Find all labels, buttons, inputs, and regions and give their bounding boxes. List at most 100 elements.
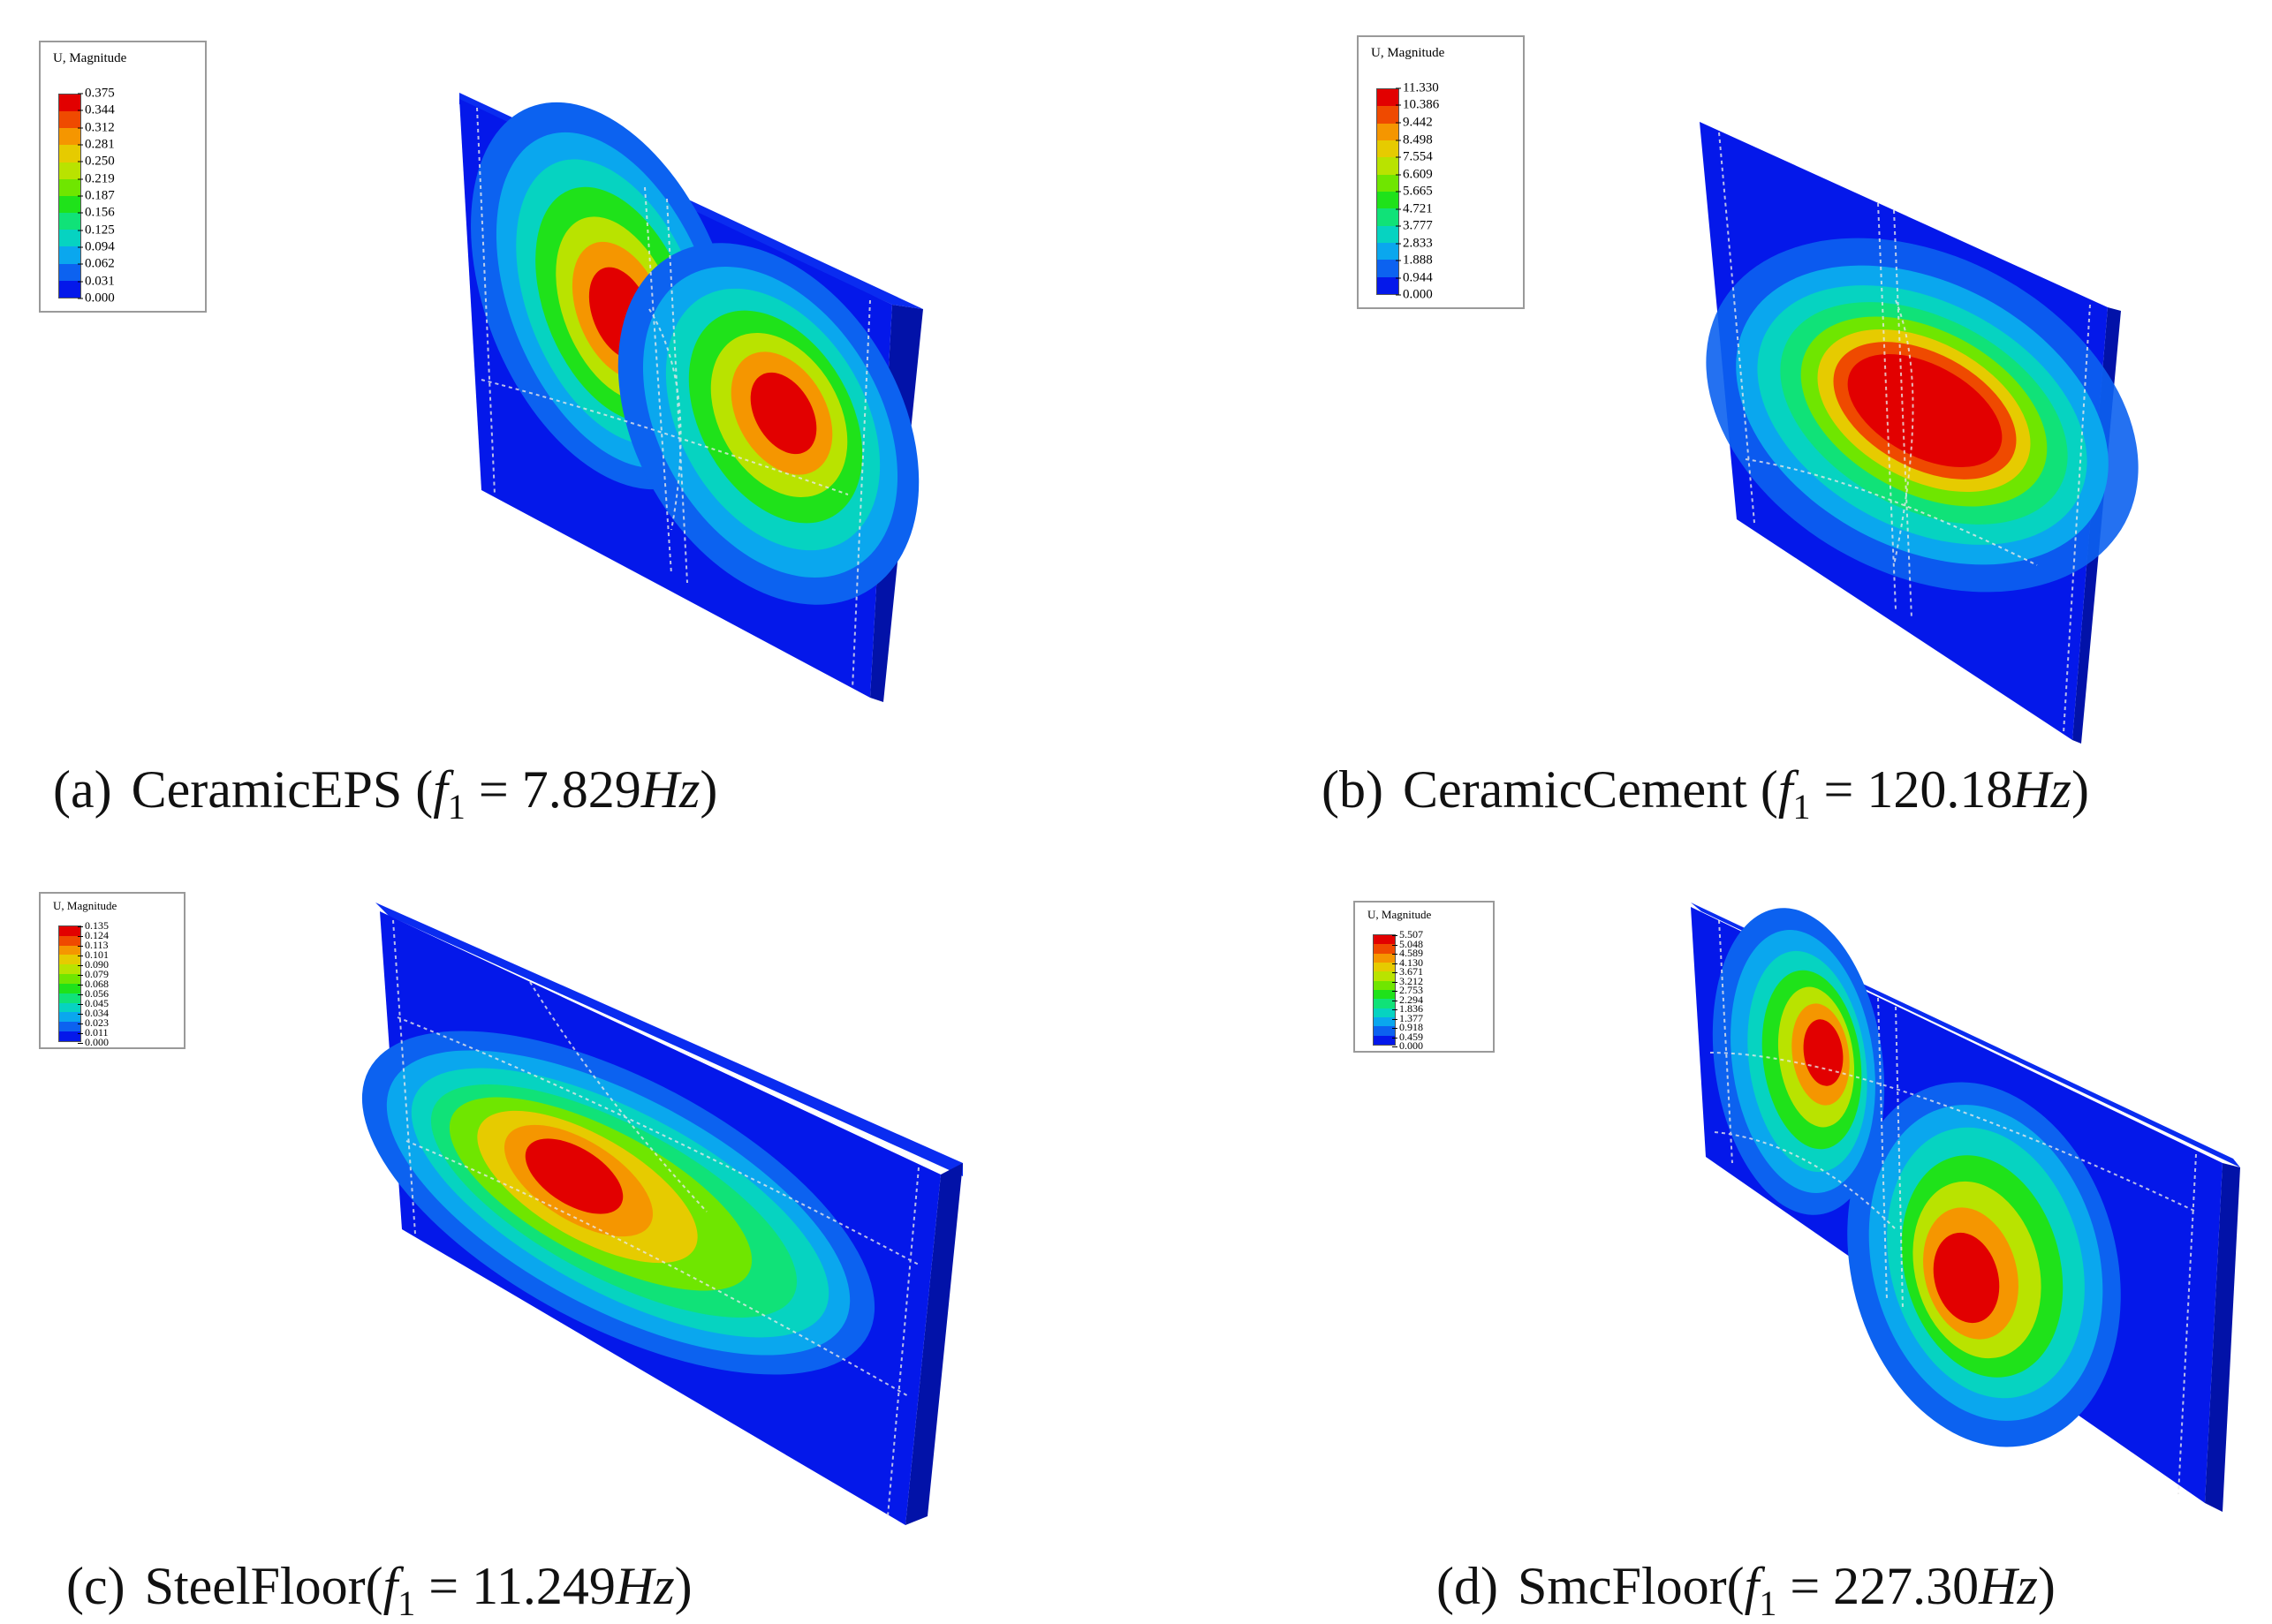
caption-eq: = 120.18 <box>1810 760 2013 819</box>
caption-eq: = 7.829 <box>465 760 641 819</box>
legend-color-swatch <box>1374 1008 1395 1017</box>
panel-seams <box>392 919 920 1517</box>
caption-c: (c) SteelFloor(f1 = 11.249Hz) <box>66 1556 693 1624</box>
caption-label: (a) <box>53 760 112 819</box>
legend-color-swatch <box>59 935 80 946</box>
legend-tick-label: 0.034 <box>78 1007 109 1019</box>
legend-color-swatch <box>59 195 80 214</box>
legend-color-swatch <box>1374 980 1395 990</box>
mode-shape-plot-b <box>1700 122 2139 744</box>
caption-name: CeramicEPS <box>131 760 403 819</box>
contour-lobe-1 <box>1712 908 1885 1215</box>
legend-tick-label: 1.888 <box>1396 253 1433 268</box>
legend-color-swatch <box>1374 989 1395 1000</box>
legend-tick-label: 0.281 <box>78 137 115 152</box>
legend-tick-label: 10.386 <box>1395 97 1440 112</box>
caption-unit: Hz <box>640 760 701 819</box>
legend-color-swatch <box>59 974 80 984</box>
legend-tick-label: 5.048 <box>1392 937 1423 950</box>
legend-tick-label: 0.125 <box>78 223 115 238</box>
legend-tick-label: 0.031 <box>78 274 115 289</box>
caption-close: ) <box>2071 760 2089 819</box>
contour-lobe-2 <box>1847 1082 2121 1447</box>
caption-label: (b) <box>1322 760 1383 819</box>
legend-colorbar <box>1373 934 1396 1046</box>
legend-tick-label: 0.023 <box>78 1016 109 1029</box>
legend-tick-label: 4.721 <box>1396 201 1433 215</box>
panel-b: U, Magnitude 11.330 10.386 9.442 8.498 7.554… <box>1136 0 2272 827</box>
plate-side <box>2205 1163 2240 1512</box>
caption-f: f <box>1744 1557 1760 1615</box>
legend-color-swatch <box>1377 260 1398 277</box>
legend-color-swatch <box>1377 123 1398 140</box>
legend-color-swatch <box>59 178 80 196</box>
contour-field <box>361 1031 875 1375</box>
caption-eq: = 11.249 <box>415 1557 616 1615</box>
legend-tick-label: 0.250 <box>78 154 115 169</box>
caption-b: (b) CeramicCement (f1 = 120.18Hz) <box>1322 759 2089 827</box>
legend-color-swatch <box>59 993 80 1003</box>
legend-color-swatch <box>1377 174 1398 192</box>
legend-color-swatch <box>1374 935 1395 945</box>
legend-tick-label: 0.135 <box>78 919 109 932</box>
legend-tick-label: 6.609 <box>1396 167 1433 181</box>
legend-color-swatch <box>1374 962 1395 972</box>
legend-color-swatch <box>59 128 80 146</box>
legend-tick-label: 0.000 <box>78 1036 109 1048</box>
legend-color-swatch <box>1374 999 1395 1008</box>
legend-color-swatch <box>59 983 80 993</box>
plate-side <box>905 1163 963 1525</box>
legend-title: U, Magnitude <box>1367 908 1432 921</box>
legend-tick-label: 3.671 <box>1392 965 1423 978</box>
caption-open: ( <box>1726 1557 1745 1615</box>
legend-tick-label: 5.665 <box>1396 184 1433 199</box>
legend-tick-label: 9.442 <box>1396 115 1433 130</box>
legend-color-swatch <box>59 955 80 965</box>
legend-color-swatch <box>59 1022 80 1032</box>
legend-tick-label: 0.090 <box>78 958 109 971</box>
caption-unit: Hz <box>615 1557 675 1615</box>
caption-name: SteelFloor <box>144 1557 366 1615</box>
legend-tick-label: 0.101 <box>78 948 109 961</box>
legend-color-swatch <box>1377 191 1398 209</box>
legend-colorbar <box>1376 88 1399 295</box>
legend-color-swatch <box>59 213 80 230</box>
legend-colorbar <box>58 925 81 1042</box>
legend-tick-label: 0.124 <box>78 929 109 941</box>
legend-tick-label: 4.130 <box>1392 956 1423 969</box>
legend-color-swatch <box>59 964 80 975</box>
legend-color-swatch <box>1374 1016 1395 1027</box>
caption-f: f <box>382 1557 398 1615</box>
legend-tick-label: 0.000 <box>78 291 115 306</box>
legend-b: U, Magnitude 11.330 10.386 9.442 8.498 7.554… <box>1357 35 1525 309</box>
caption-close: ) <box>2037 1557 2056 1615</box>
legend-a: U, Magnitude 0.375 0.344 0.312 0.281 0.250 0.… <box>39 41 207 313</box>
legend-tick-label: 0.312 <box>78 120 115 135</box>
legend-color-swatch <box>1377 225 1398 243</box>
legend-tick-label: 0.062 <box>78 256 115 271</box>
panel-a: U, Magnitude 0.375 0.344 0.312 0.281 0.250 0.… <box>0 0 1136 827</box>
legend-color-swatch <box>1377 89 1398 107</box>
legend-tick-label: 0.079 <box>78 968 109 980</box>
legend-tick-label: 5.507 <box>1392 928 1423 940</box>
legend-tick-label: 0.000 <box>1392 1039 1423 1052</box>
panel-seams <box>1718 132 2091 734</box>
legend-color-swatch <box>59 280 80 298</box>
caption-a: (a) CeramicEPS (f1 = 7.829Hz) <box>53 759 717 827</box>
caption-label: (c) <box>66 1557 125 1615</box>
legend-tick-label: 0.156 <box>78 205 115 220</box>
legend-color-swatch <box>59 926 80 936</box>
legend-tick-label: 2.294 <box>1392 993 1423 1006</box>
legend-tick-label: 0.375 <box>78 86 115 101</box>
legend-color-swatch <box>1374 1035 1395 1045</box>
legend-color-swatch <box>59 263 80 281</box>
legend-tick-label: 1.836 <box>1392 1002 1423 1015</box>
caption-sub: 1 <box>1792 787 1811 827</box>
caption-f: f <box>1777 760 1793 819</box>
legend-c: U, Magnitude 0.135 0.124 0.113 0.101 0.090 0.… <box>39 892 186 1049</box>
legend-tick-label: 0.056 <box>78 987 109 1000</box>
legend-color-swatch <box>59 1031 80 1041</box>
legend-color-swatch <box>59 246 80 264</box>
caption-close: ) <box>700 760 718 819</box>
legend-tick-label: 0.113 <box>78 939 109 951</box>
